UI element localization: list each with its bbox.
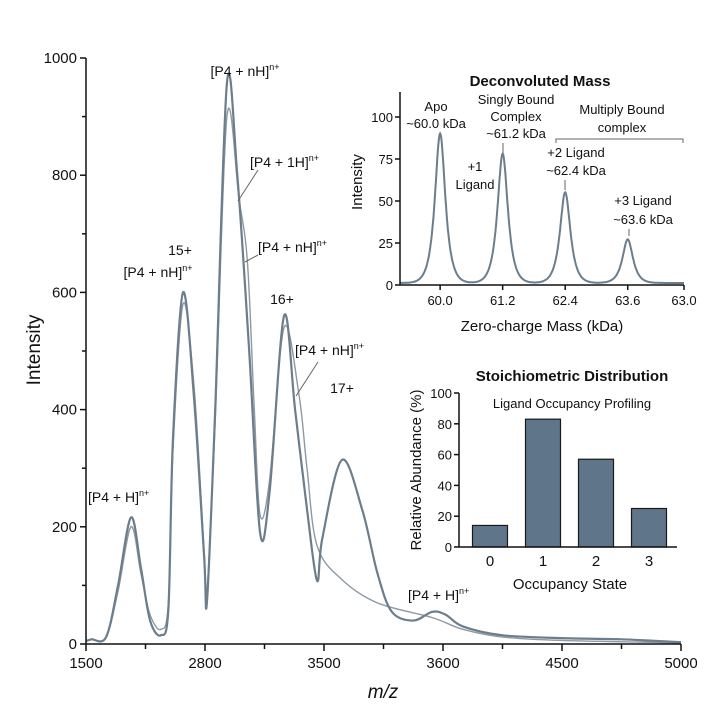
leader-line [244,254,259,263]
x-tick-label: 61.2 [490,293,515,308]
inset2-x-label: Occupancy State [513,576,627,593]
annotation-plus1: +1 [468,159,483,174]
annotation-multiply-bound: Multiply Bound [579,102,664,117]
y-tick-label: 600 [52,284,77,301]
annotation-high-mz-peak: [P4 + H]n+ [408,586,469,603]
annotation-15-plus: 15+ [168,242,192,258]
x-tick-label: 3 [645,553,653,570]
annotation-15-species: [P4 + nH]n+ [123,263,192,280]
annotation-low-peak: [P4 + H]n+ [88,488,149,505]
bar-occupancy-0 [471,524,509,548]
annotation-multiply-complex: complex [598,120,647,135]
annotation-apo: Apo [424,99,447,114]
main-x-ticks: 1500 2800 3500 3600 4500 5000 [69,644,698,672]
spectrum-trace-2 [85,107,682,644]
inset2-y-ticks: 0 20 40 60 80 100 [430,386,459,555]
annotation-p4-1h: [P4 + 1H]n+ [250,153,319,170]
x-tick-label: 5000 [664,655,697,672]
bar-occupancy-2 [577,458,615,548]
main-traces [85,72,682,644]
annotation-complex: Complex [490,109,542,124]
y-tick-label: 40 [438,478,452,493]
annotation-17-plus: 17+ [330,380,354,396]
main-annotations: [P4 + nH]n+ [P4 + 1H]n+ 15+ [P4 + nH]n+ … [88,62,469,603]
x-tick-label: 0 [486,553,494,570]
main-x-label: m/z [368,682,399,703]
inset1-x-label: Zero-charge Mass (kDa) [461,318,624,335]
y-tick-label: 20 [438,509,452,524]
x-tick-label: 4500 [545,655,578,672]
annotation-singly-mass: ~61.2 kDa [486,126,546,141]
leader-line [295,361,319,397]
inset2-y-label: Relative Abundance (%) [408,390,425,551]
annotation-plus2-mass: ~62.4 kDa [546,163,606,178]
x-tick-label: 62.4 [553,293,578,308]
y-tick-label: 200 [52,519,77,536]
y-tick-label: 400 [52,402,77,419]
y-tick-label: 75 [379,152,393,167]
y-tick-label: 50 [379,194,393,209]
x-tick-label: 1500 [69,655,102,672]
x-tick-label: 60.0 [427,293,452,308]
inset1-annotations: Apo ~60.0 kDa Singly Bound Complex ~61.2… [406,92,684,236]
annotation-16-plus: 16+ [270,291,294,307]
y-tick-label: 0 [69,636,77,653]
inset2-subtitle: Ligand Occupancy Profiling [493,396,651,411]
deconvoluted-trace [399,131,684,284]
spectrum-trace-1 [85,72,682,644]
inset1-trace [399,131,684,284]
y-tick-label: 100 [371,110,393,125]
y-tick-label: 60 [438,448,452,463]
annotation-apo-mass: ~60.0 kDa [406,116,466,131]
y-tick-label: 80 [438,417,452,432]
y-tick-label: 25 [379,236,393,251]
x-tick-label: 3600 [426,655,459,672]
x-tick-label: 63.0 [671,293,696,308]
bar-occupancy-3 [630,507,668,548]
leader-line [237,169,259,202]
main-y-ticks: 0 200 400 600 800 1000 [44,50,86,653]
bar-occupancy-1 [524,418,562,548]
annotation-singly-bound: Singly Bound [478,92,555,107]
x-tick-label: 2800 [188,655,221,672]
x-tick-label: 2 [592,553,600,570]
annotation-shoulder-species: [P4 + nH]n+ [258,238,327,255]
inset1-title: Deconvoluted Mass [470,73,611,90]
annotation-plus1-ligand: Ligand [455,177,494,192]
y-tick-label: 0 [445,540,452,555]
inset2-bars [471,418,668,548]
annotation-16-shoulder: [P4 + nH]n+ [295,341,364,358]
x-tick-label: 1 [539,553,547,570]
annotation-central-peak: [P4 + nH]n+ [210,62,279,79]
multiply-bound-bracket [555,138,684,143]
y-tick-label: 0 [386,278,393,293]
inset2-x-ticks: 0 1 2 3 [486,553,653,570]
annotation-plus3: +3 Ligand [614,193,671,208]
y-tick-label: 100 [430,386,452,401]
inset2-title: Stoichiometric Distribution [476,368,669,385]
y-tick-label: 1000 [44,50,77,67]
stoichiometric-distribution-inset: Stoichiometric Distribution Ligand Occup… [408,368,677,593]
inset1-x-ticks: 60.0 61.2 62.4 63.6 63.0 [427,285,697,308]
annotation-plus3-mass: ~63.6 kDa [613,212,673,227]
main-y-label: Intensity [24,314,45,385]
x-tick-label: 3500 [307,655,340,672]
deconvoluted-mass-inset: Deconvoluted Mass 0 25 50 75 100 60.0 61.2 62.… [349,73,697,335]
y-tick-label: 800 [52,167,77,184]
inset1-y-ticks: 0 25 50 75 100 [371,110,400,293]
annotation-plus2: +2 Ligand [547,145,604,160]
x-tick-label: 63.6 [615,293,640,308]
inset1-y-label: Intensity [349,154,366,210]
